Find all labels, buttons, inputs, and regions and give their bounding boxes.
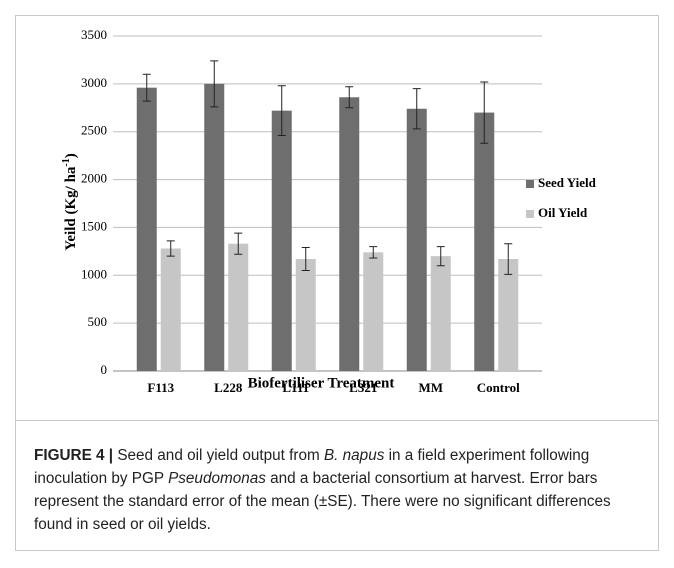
error-bar	[210, 60, 219, 108]
x-tick-label: MM	[418, 380, 443, 395]
chart: Yeild (Kg/ ha-1) Biofertiliser Treatment…	[61, 27, 597, 395]
error-bar	[369, 246, 378, 259]
y-axis-label-text: Yeild (Kg/ ha	[63, 166, 79, 251]
y-axis-label-sup: -1	[61, 158, 72, 166]
error-bar	[142, 73, 151, 102]
y-tick-label: 1000	[81, 266, 107, 281]
bar	[406, 108, 427, 371]
bar	[363, 252, 384, 371]
bar	[228, 243, 249, 371]
bar	[271, 110, 292, 372]
bar	[160, 248, 181, 371]
legend-swatch	[526, 180, 534, 188]
error-bar	[436, 246, 445, 267]
y-tick-label: 500	[88, 314, 108, 329]
caption: FIGURE 4 | Seed and oil yield output fro…	[34, 444, 639, 536]
legend-label: Oil Yield	[538, 205, 588, 220]
bar	[136, 87, 157, 371]
y-tick-label: 2500	[81, 123, 107, 138]
error-bar	[277, 85, 286, 137]
error-bar	[412, 88, 421, 130]
x-tick-label: F113	[147, 380, 174, 395]
y-tick-label: 3000	[81, 75, 107, 90]
error-bar	[166, 240, 175, 257]
bar	[474, 112, 495, 372]
caption-text: Pseudomonas	[168, 470, 266, 487]
figure: Yeild (Kg/ ha-1) Biofertiliser Treatment…	[15, 15, 659, 551]
x-tick-label: Control	[477, 380, 520, 395]
error-bar	[504, 243, 513, 275]
x-axis-label: Biofertiliser Treatment	[248, 375, 395, 391]
error-bar	[301, 247, 310, 271]
error-bar	[234, 232, 243, 255]
caption-text: and a bacterial consortium at harvest. E…	[34, 470, 611, 533]
bar	[430, 256, 451, 371]
bar	[498, 259, 519, 371]
bar	[295, 259, 316, 371]
x-tick-label: L111	[282, 380, 309, 395]
separator	[16, 420, 658, 421]
y-axis-label-end: )	[63, 153, 79, 158]
x-tick-label: L321	[349, 380, 377, 395]
y-tick-label: 1500	[81, 218, 107, 233]
error-bar	[345, 86, 354, 109]
legend-label: Seed Yield	[538, 175, 597, 190]
caption-text: B. napus	[323, 447, 385, 464]
y-tick-label: 3500	[81, 27, 107, 42]
y-axis-label: Yeild (Kg/ ha-1)	[61, 153, 79, 251]
x-tick-label: L228	[214, 380, 243, 395]
y-tick-label: 2000	[81, 171, 107, 186]
caption-text: in a field experiment following inoculat…	[34, 447, 590, 487]
caption-text: Seed and oil yield output from	[113, 447, 324, 464]
caption-label: FIGURE 4 |	[34, 447, 114, 464]
y-tick-label: 0	[101, 362, 108, 377]
legend-swatch	[526, 210, 534, 218]
error-bar	[480, 81, 489, 144]
bar	[204, 83, 225, 371]
bar	[339, 97, 360, 371]
